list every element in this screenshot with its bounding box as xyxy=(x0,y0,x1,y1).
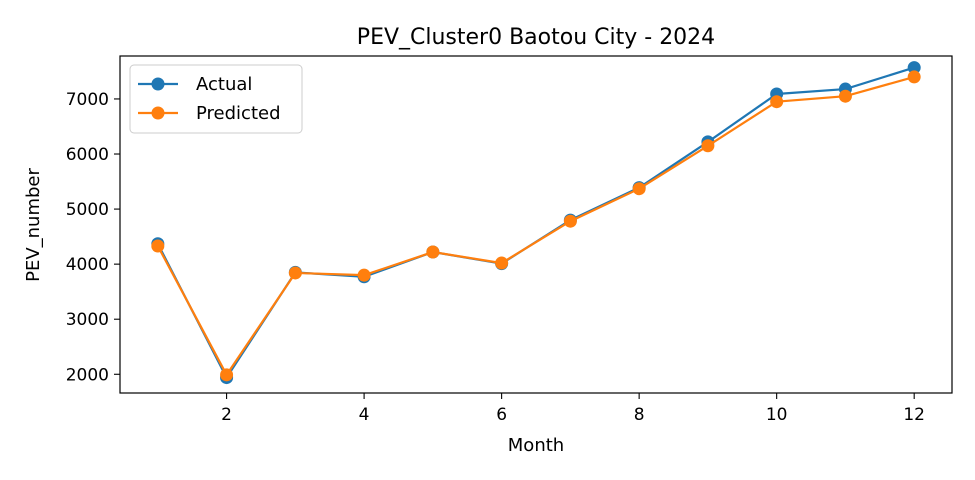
data-point-predicted xyxy=(357,268,371,282)
data-point-predicted xyxy=(288,266,302,280)
x-axis-label: Month xyxy=(508,435,564,456)
data-point-predicted xyxy=(151,239,165,253)
data-point-predicted xyxy=(220,368,234,382)
y-tick-label: 4000 xyxy=(66,255,109,275)
legend-item-predicted: Predicted xyxy=(138,103,281,124)
legend-label: Predicted xyxy=(196,103,281,124)
legend-label: Actual xyxy=(196,74,252,95)
x-tick-label: 12 xyxy=(903,405,925,425)
data-point-predicted xyxy=(563,214,577,228)
data-point-predicted xyxy=(426,245,440,259)
x-axis: 2 4 6 8 10 12 xyxy=(221,393,925,425)
data-point-actual xyxy=(907,61,921,75)
chart-title: PEV_Cluster0 Baotou City - 2024 xyxy=(357,25,715,50)
legend: Actual Predicted xyxy=(129,64,303,134)
x-tick-label: 10 xyxy=(766,405,788,425)
data-point-predicted xyxy=(632,182,646,196)
x-tick-label: 6 xyxy=(496,405,507,425)
data-point-predicted xyxy=(701,139,715,153)
x-tick-label: 4 xyxy=(359,405,370,425)
data-point-predicted xyxy=(495,256,509,270)
legend-marker xyxy=(151,106,165,120)
y-tick-label: 5000 xyxy=(66,200,109,220)
x-tick-label: 2 xyxy=(221,405,232,425)
data-point-predicted xyxy=(770,95,784,109)
y-axis: 2000 3000 4000 5000 6000 7000 xyxy=(66,90,120,385)
data-point-predicted xyxy=(838,89,852,103)
y-tick-label: 2000 xyxy=(66,365,109,385)
legend-marker xyxy=(151,77,165,91)
plot-area xyxy=(119,55,953,394)
y-axis-label: PEV_number xyxy=(23,168,44,282)
y-tick-label: 3000 xyxy=(66,310,109,330)
legend-box xyxy=(129,64,303,134)
series-layer xyxy=(151,61,921,385)
x-tick-label: 8 xyxy=(634,405,645,425)
data-point-predicted xyxy=(907,70,921,84)
series-predicted xyxy=(151,70,921,382)
y-tick-label: 7000 xyxy=(66,90,109,110)
series-line-predicted xyxy=(156,75,915,377)
y-tick-label: 6000 xyxy=(66,145,109,165)
legend-item-actual: Actual xyxy=(138,74,252,95)
